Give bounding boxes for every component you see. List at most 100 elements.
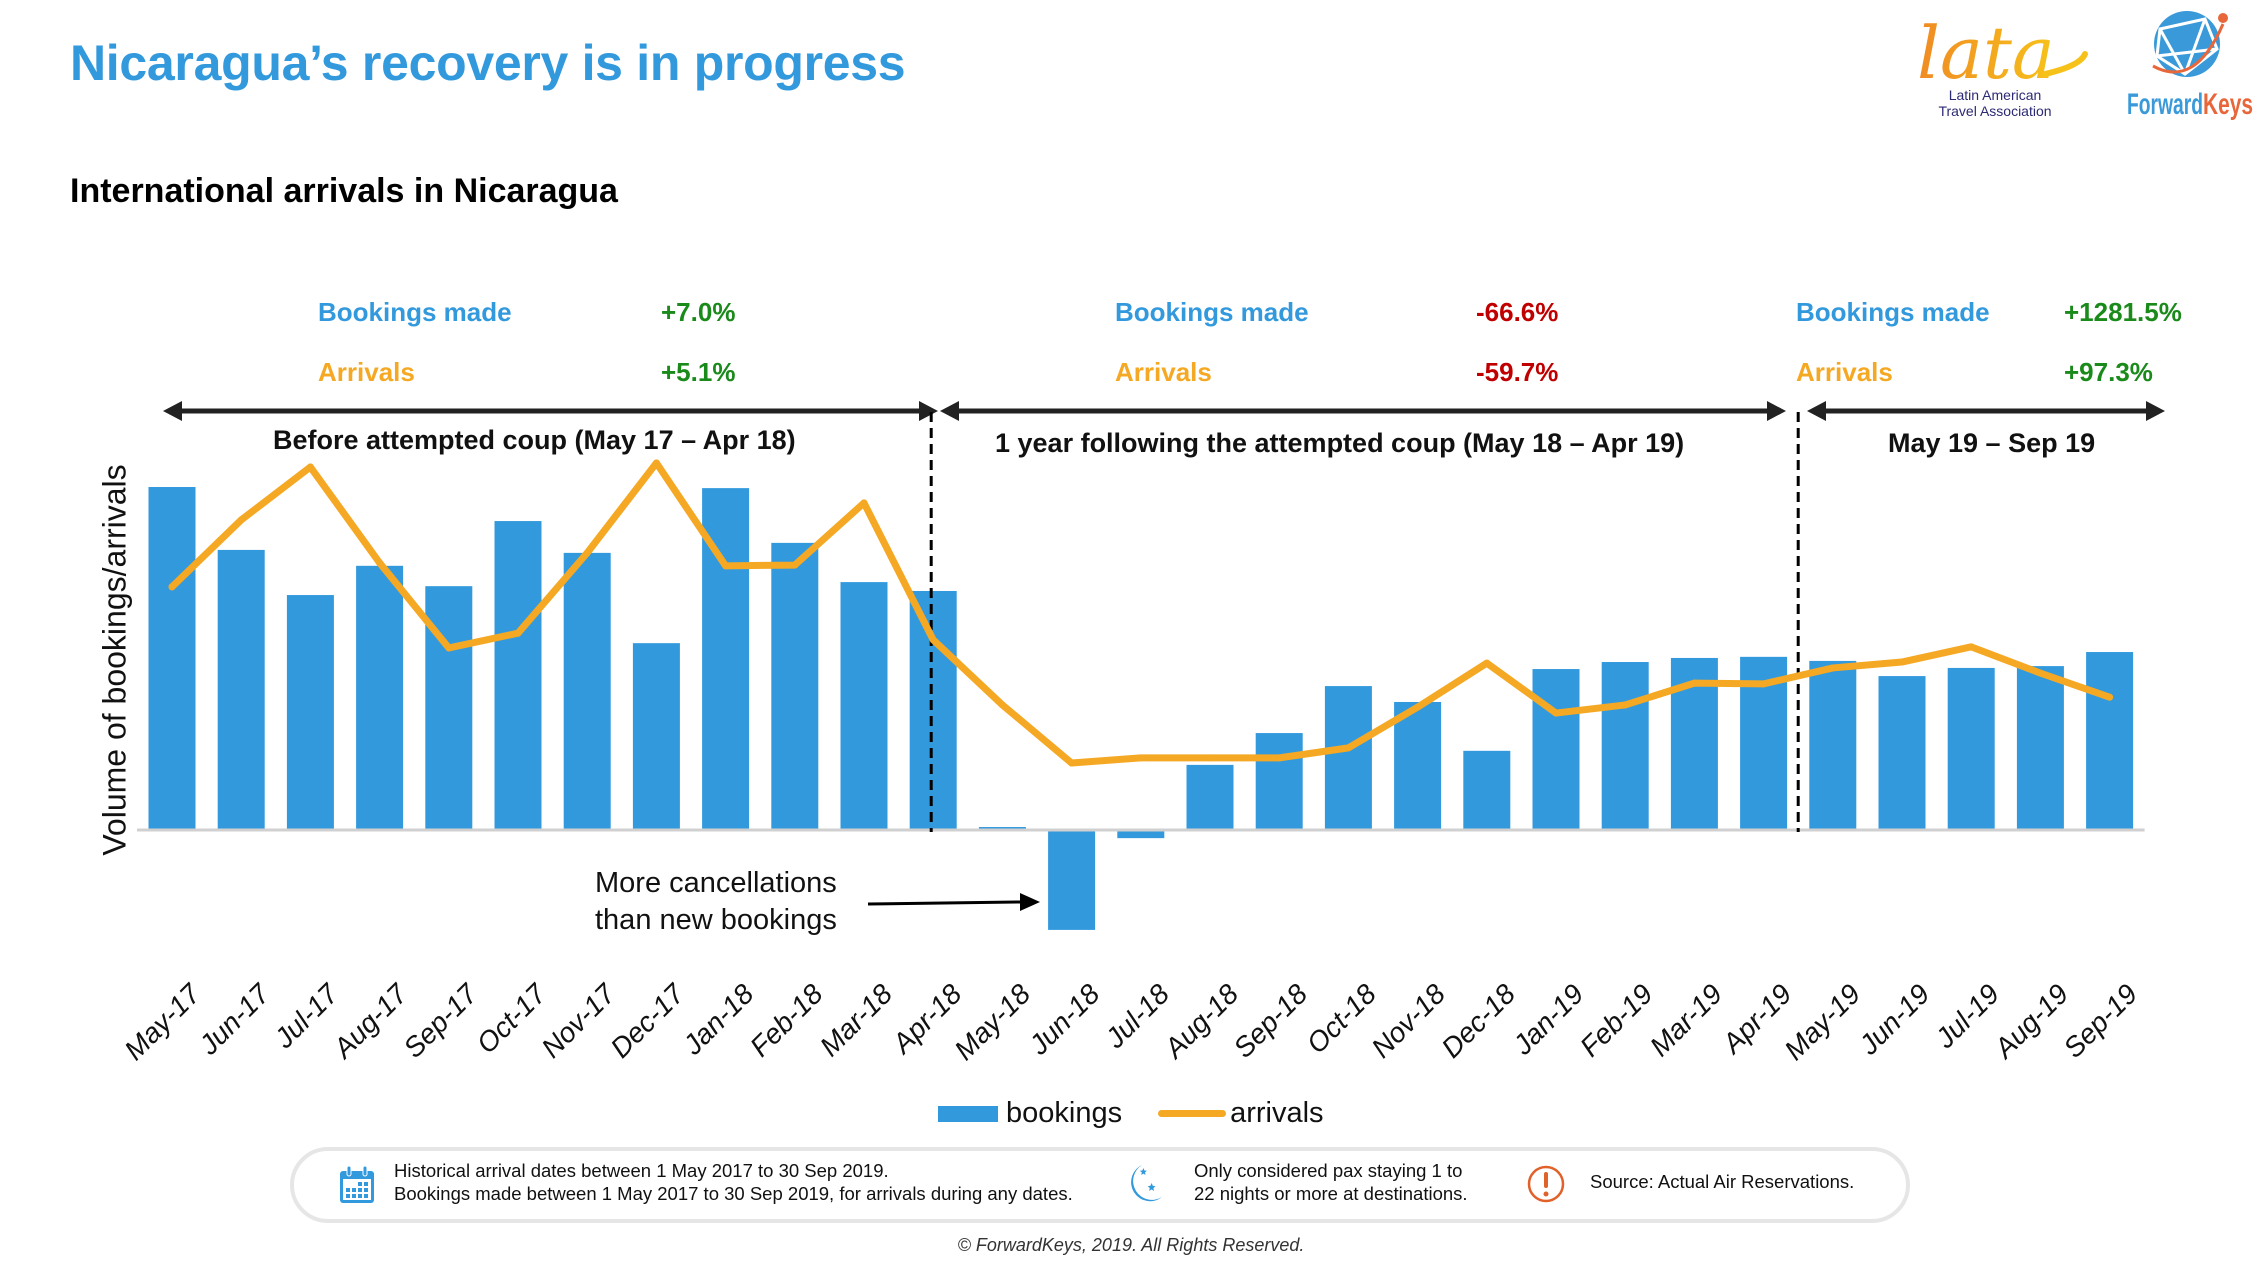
legend-arrivals-swatch — [1158, 1110, 1227, 1117]
period-1-bookings-change: +7.0% — [661, 297, 736, 327]
bookings-bar-feb-18 — [771, 542, 819, 830]
bookings-bar-jan-19 — [1532, 669, 1580, 830]
lata-logo: lata Latin American Travel Association — [1895, 6, 2095, 121]
period-3-bookings-change: +1281.5% — [2064, 297, 2182, 327]
note-stay-length: Only considered pax staying 1 to 22 nigh… — [1194, 1159, 1468, 1205]
lata-wordmark: lata — [1917, 11, 2055, 95]
arrivals-point-jun-17 — [237, 516, 245, 524]
forwardkeys-logo: Forward Keys — [2125, 4, 2255, 124]
arrivals-point-jul-18 — [1137, 754, 1145, 762]
arrivals-point-jan-19 — [1552, 709, 1560, 717]
arrivals-point-may-17 — [168, 583, 176, 591]
bookings-bar-may-19 — [1809, 660, 1857, 830]
bookings-bar-mar-18 — [840, 582, 888, 830]
arrivals-point-sep-17 — [445, 644, 453, 652]
page-title: Nicaragua’s recovery is in progress — [70, 35, 906, 91]
copyright-footer: © ForwardKeys, 2019. All Rights Reserved… — [957, 1235, 1305, 1255]
arrivals-point-mar-19 — [1690, 679, 1698, 687]
bookings-bar-jul-18 — [1117, 830, 1165, 839]
bookings-bar-apr-18 — [909, 590, 957, 830]
period-dividers — [929, 412, 1800, 832]
chart-legend: bookings arrivals — [938, 1097, 1324, 1130]
arrivals-point-jul-17 — [306, 463, 314, 471]
note-stay-length-line-2: 22 nights or more at destinations. — [1194, 1183, 1468, 1204]
calendar-icon — [338, 1165, 376, 1210]
bookings-bar-oct-17 — [494, 521, 542, 830]
chart-title: International arrivals in Nicaragua — [70, 172, 618, 210]
period-3-bookings-label: Bookings made — [1796, 297, 1990, 327]
bookings-bar-may-17 — [148, 487, 196, 830]
bookings-bar-aug-19 — [2016, 666, 2064, 830]
note-dates-line-2: Bookings made between 1 May 2017 to 30 S… — [394, 1183, 1073, 1204]
note-dates-line-1: Historical arrival dates between 1 May 2… — [394, 1160, 889, 1181]
bookings-bar-sep-19 — [2086, 652, 2134, 830]
globe-icon: Forward Keys — [2127, 11, 2253, 121]
bookings-bar-aug-17 — [356, 565, 404, 830]
arrivals-point-aug-17 — [376, 559, 384, 567]
period-3-right-arrowhead — [2146, 401, 2165, 421]
period-2-label: 1 year following the attempted coup (May… — [995, 428, 1685, 458]
legend-arrivals-label: arrivals — [1230, 1097, 1324, 1129]
period-2-arrivals-label: Arrivals — [1115, 357, 1212, 387]
bookings-bar-nov-17 — [563, 552, 611, 830]
bookings-bar-feb-19 — [1601, 662, 1649, 830]
annotation-line-2: than new bookings — [595, 904, 837, 936]
legend-bookings-swatch — [938, 1105, 998, 1122]
bookings-bar-jun-18 — [1048, 830, 1096, 930]
period-3-left-arrowhead — [1807, 401, 1826, 421]
bookings-bar-dec-17 — [632, 643, 680, 830]
note-dates: Historical arrival dates between 1 May 2… — [394, 1159, 1073, 1205]
bookings-bar-dec-18 — [1463, 750, 1511, 830]
arrivals-point-aug-19 — [2036, 669, 2044, 677]
bookings-bar-jun-17 — [217, 549, 265, 830]
period-3-arrivals-label: Arrivals — [1796, 357, 1893, 387]
forwardkeys-text-a: Forward — [2127, 88, 2203, 121]
period-1-label: Before attempted coup (May 17 – Apr 18) — [273, 425, 796, 455]
period-1-arrivals-change: +5.1% — [661, 357, 736, 387]
bookings-bars — [148, 487, 2134, 930]
arrivals-point-oct-17 — [514, 629, 522, 637]
note-stay-length-line-1: Only considered pax staying 1 to — [1194, 1160, 1463, 1181]
arrivals-point-aug-18 — [1206, 754, 1214, 762]
arrivals-point-jun-18 — [1068, 759, 1076, 767]
period-2-bookings-label: Bookings made — [1115, 297, 1309, 327]
arrivals-point-nov-17 — [583, 549, 591, 557]
bookings-bar-jun-19 — [1878, 676, 1926, 830]
annotation-arrow-line — [867, 900, 1021, 906]
arrivals-point-oct-18 — [1344, 744, 1352, 752]
period-2-right-arrowhead — [1767, 401, 1786, 421]
methodology-notes: Historical arrival dates between 1 May 2… — [290, 1147, 1910, 1223]
period-1-arrivals-label: Arrivals — [318, 357, 415, 387]
period-2-left-arrowhead — [940, 401, 959, 421]
annotation-arrowhead — [1020, 893, 1040, 911]
arrivals-point-jan-18 — [722, 562, 730, 570]
arrivals-point-nov-18 — [1414, 703, 1422, 711]
bookings-bar-sep-18 — [1255, 733, 1303, 830]
arrivals-point-may-18 — [998, 701, 1006, 709]
cancellations-annotation: More cancellations than new bookings — [595, 865, 837, 939]
arrivals-point-feb-18 — [791, 561, 799, 569]
arrivals-point-dec-18 — [1483, 659, 1491, 667]
arrivals-point-sep-18 — [1275, 754, 1283, 762]
bookings-bar-nov-18 — [1394, 701, 1442, 830]
arrivals-point-mar-18 — [860, 499, 868, 507]
arrivals-point-sep-19 — [2106, 693, 2114, 701]
period-3-arrivals-change: +97.3% — [2064, 357, 2153, 387]
lata-text-line1: Latin American — [1949, 87, 2042, 103]
alert-icon — [1526, 1164, 1566, 1209]
period-1-right-arrowhead — [919, 401, 938, 421]
bookings-bar-jul-19 — [1947, 667, 1995, 830]
annotation-line-1: More cancellations — [595, 867, 837, 899]
arrivals-point-apr-18 — [929, 636, 937, 644]
arrivals-point-dec-17 — [652, 459, 660, 467]
period-1-left-arrowhead — [163, 401, 182, 421]
note-source: Source: Actual Air Reservations. — [1590, 1171, 1855, 1192]
bookings-bar-aug-18 — [1186, 764, 1234, 830]
bookings-bar-oct-18 — [1324, 686, 1372, 830]
lata-logo-graphic: lata Latin American Travel Association — [1917, 11, 2088, 119]
forwardkeys-text-b: Keys — [2203, 88, 2253, 121]
moon-stars-icon — [1124, 1163, 1164, 1210]
arrivals-point-jul-19 — [1967, 643, 1975, 651]
